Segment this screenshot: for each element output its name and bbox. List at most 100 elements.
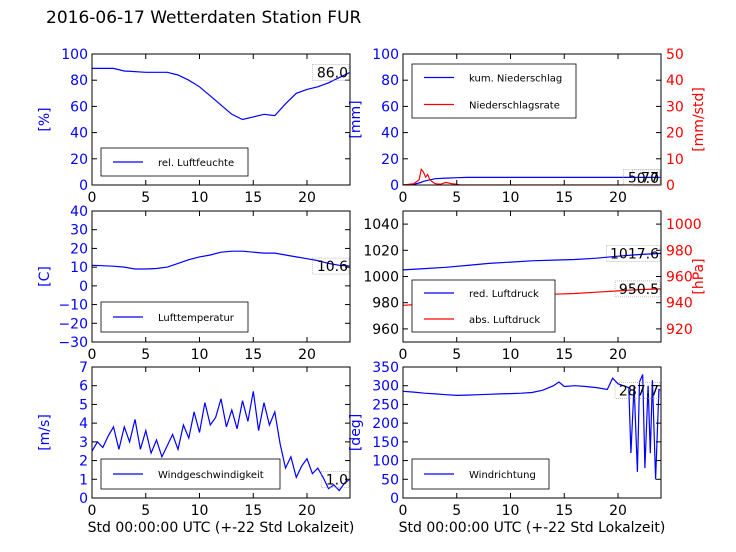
y-tick-label: 960 [372, 322, 399, 338]
y-axis-label: [%] [37, 107, 53, 131]
y2-axis-label: [hPa] [691, 258, 707, 294]
x-tick-label: 5 [452, 347, 461, 363]
chart-temperature: 0 5 10 15 20 −30 −20 −10 0 10 20 30 40 [C] 10.6 Lufttem… [37, 204, 351, 363]
x-tick-label: 15 [555, 190, 573, 206]
x-tick-label: 15 [244, 190, 262, 206]
x-tick-label: 0 [88, 190, 97, 206]
x-tick-label: 10 [502, 503, 520, 519]
y-tick-label: 20 [381, 152, 399, 168]
x-tick-label: 5 [141, 503, 150, 519]
y-tick-label: 0 [79, 491, 88, 507]
x-tick-label: 0 [88, 347, 97, 363]
y-tick-label: 7 [79, 360, 88, 376]
value-annotation: 287.7 [619, 383, 659, 399]
y-tick-label: 80 [70, 73, 88, 89]
y-tick-label: 3 [79, 435, 88, 451]
plot-frame [402, 366, 662, 499]
y-tick-label: −10 [58, 298, 88, 314]
y-tick-label: 60 [70, 99, 88, 115]
annotation-box [312, 64, 350, 81]
series-line-pressure-0 [403, 252, 661, 271]
y-tick-label: 40 [381, 126, 399, 142]
y2-tick-label: 940 [666, 296, 693, 312]
y-tick-label: 4 [79, 416, 88, 432]
y-tick-label: 40 [70, 204, 88, 220]
y2-tick-label: 20 [666, 126, 684, 142]
y-tick-label: 0 [79, 279, 88, 295]
y-tick-label: 50 [381, 472, 399, 488]
value-annotation: 5.77 [628, 170, 659, 186]
value-annotation: 86.0 [317, 65, 348, 81]
x-axis-label: Std 00:00:00 UTC (+-22 Std Lokalzeit) [399, 520, 666, 536]
series-line-windspeed-0 [92, 391, 350, 492]
x-tick-label: 15 [244, 503, 262, 519]
y-tick-label: 2 [79, 454, 88, 470]
chart-humidity: 0 5 10 15 20 0 20 40 60 80 100 [%] 86.0 rel. Luftfeuc… [37, 47, 351, 206]
y-tick-label: 300 [372, 379, 399, 395]
x-tick-label: 5 [141, 347, 150, 363]
x-tick-label: 20 [609, 190, 627, 206]
legend-box [411, 279, 556, 333]
y-tick-label: 80 [381, 73, 399, 89]
y2-tick-label: 0 [666, 178, 675, 194]
y-axis-label: [mm] [348, 100, 364, 138]
y-tick-label: 250 [372, 397, 399, 413]
y-tick-label: 1000 [363, 270, 399, 286]
y-tick-label: −30 [58, 335, 88, 351]
y-tick-label: 1040 [363, 217, 399, 233]
legend-label: kum. Niederschlag [469, 74, 562, 85]
plot-frame [91, 210, 351, 343]
y-tick-label: 20 [70, 241, 88, 257]
page-title: 2016-06-17 Wetterdaten Station FUR [46, 8, 362, 28]
y-tick-label: 980 [372, 296, 399, 312]
y-tick-label: 0 [390, 178, 399, 194]
x-tick-label: 5 [452, 503, 461, 519]
y2-tick-label: 980 [666, 243, 693, 259]
series-line-precip-1 [403, 167, 661, 185]
x-tick-label: 10 [502, 190, 520, 206]
legend-label: Windgeschwindigkeit [158, 470, 264, 481]
x-tick-label: 5 [141, 190, 150, 206]
x-tick-label: 20 [609, 347, 627, 363]
series-line-humidity-0 [92, 67, 350, 121]
y2-tick-label: 40 [666, 73, 684, 89]
x-tick-label: 10 [502, 347, 520, 363]
x-tick-label: 5 [452, 190, 461, 206]
plot-frame [91, 53, 351, 186]
y2-tick-label: 960 [666, 270, 693, 286]
y-tick-label: 100 [61, 47, 88, 63]
annotation-box [312, 257, 350, 275]
legend-box [411, 63, 577, 119]
legend-label: red. Luftdruck [469, 289, 539, 300]
value-annotation: 10.6 [317, 259, 348, 275]
y-tick-label: 350 [372, 360, 399, 376]
chart-pressure: 0 5 10 15 20 960 980 1000 1020 1040 920 940 960 980 10… [363, 210, 707, 363]
legend-label: Niederschlagsrate [469, 101, 560, 112]
x-tick-label: 15 [244, 347, 262, 363]
value-annotation: 950.5 [619, 282, 659, 298]
plot-frame [91, 366, 351, 499]
y-tick-label: 100 [372, 47, 399, 63]
x-tick-label: 10 [191, 503, 209, 519]
plot-frame [402, 53, 662, 186]
annotation-box [606, 245, 661, 262]
x-tick-label: 20 [298, 503, 316, 519]
y-axis-label: [C] [37, 266, 53, 287]
y-tick-label: 1 [79, 472, 88, 488]
value-annotation: 0.0 [637, 171, 659, 187]
y-tick-label: 150 [372, 435, 399, 451]
y2-tick-label: 1000 [666, 217, 702, 233]
value-annotation: 1.0 [326, 472, 348, 488]
y-tick-label: 40 [70, 126, 88, 142]
y-tick-label: 100 [372, 454, 399, 470]
y-axis-label: [m/s] [37, 414, 53, 451]
annotation-box [614, 280, 661, 298]
chart-precip: 0 5 10 15 20 0 20 40 60 80 100 0 10 20 30 40 50 [mm] [mm/s… [348, 47, 707, 206]
legend-label: Lufttemperatur [158, 313, 235, 324]
y-tick-label: 10 [70, 260, 88, 276]
y-tick-label: 0 [390, 491, 399, 507]
series-line-temperature-0 [92, 250, 350, 270]
x-tick-label: 0 [399, 503, 408, 519]
